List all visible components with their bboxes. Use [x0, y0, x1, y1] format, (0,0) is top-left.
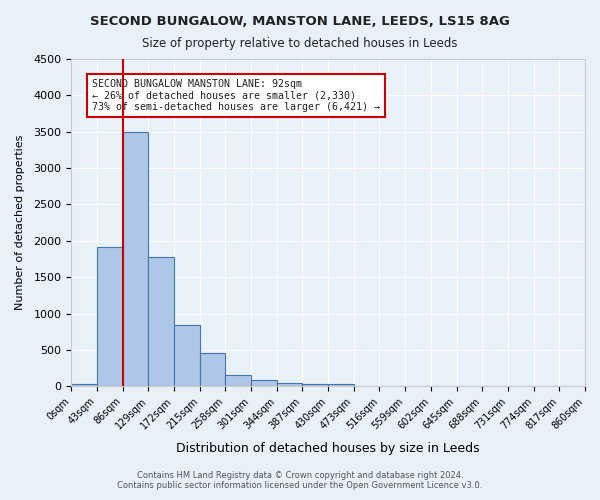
Bar [97, 246, 122, 386]
X-axis label: Distribution of detached houses by size in Leeds: Distribution of detached houses by size … [176, 442, 480, 455]
Bar [277, 382, 302, 386]
Text: SECOND BUNGALOW MANSTON LANE: 92sqm
← 26% of detached houses are smaller (2,330): SECOND BUNGALOW MANSTON LANE: 92sqm ← 26… [92, 78, 380, 112]
Bar [71, 384, 97, 386]
Bar [328, 384, 354, 386]
Text: Size of property relative to detached houses in Leeds: Size of property relative to detached ho… [142, 38, 458, 51]
Bar [174, 325, 200, 386]
Bar [148, 257, 174, 386]
Bar [226, 375, 251, 386]
Bar [200, 353, 226, 386]
Text: SECOND BUNGALOW, MANSTON LANE, LEEDS, LS15 8AG: SECOND BUNGALOW, MANSTON LANE, LEEDS, LS… [90, 15, 510, 28]
Bar [251, 380, 277, 386]
Bar [302, 384, 328, 386]
Y-axis label: Number of detached properties: Number of detached properties [15, 135, 25, 310]
Bar [122, 132, 148, 386]
Text: Contains HM Land Registry data © Crown copyright and database right 2024.
Contai: Contains HM Land Registry data © Crown c… [118, 470, 482, 490]
